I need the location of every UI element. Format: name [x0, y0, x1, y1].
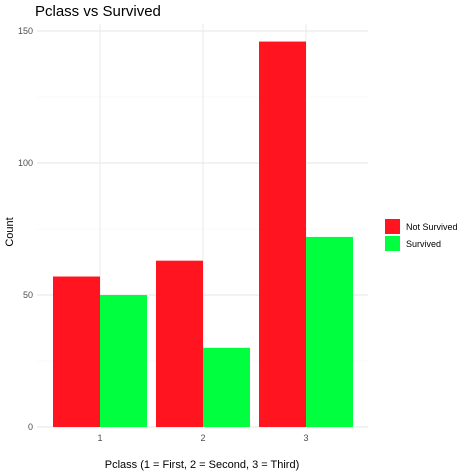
x-axis-ticks: 1 2 3: [97, 433, 308, 443]
y-tick-label: 50: [23, 290, 33, 300]
y-axis-title: Count: [4, 217, 16, 246]
x-axis-title: Pclass (1 = First, 2 = Second, 3 = Third…: [105, 459, 300, 471]
y-axis-ticks: 0 50 100 150: [18, 26, 33, 432]
y-tick-label: 100: [18, 158, 33, 168]
legend-key-not-survived: [385, 219, 400, 234]
bars: [53, 41, 353, 428]
bar-not-survived-pclass-1: [53, 276, 100, 427]
bar-not-survived-pclass-2: [156, 260, 203, 427]
x-tick-label: 2: [200, 433, 205, 443]
bar-survived-pclass-2: [203, 347, 250, 427]
y-tick-label: 0: [28, 422, 33, 432]
legend-key-survived: [385, 236, 400, 251]
x-tick-label: 3: [303, 433, 308, 443]
bar-not-survived-pclass-3: [259, 41, 306, 428]
y-tick-label: 150: [18, 26, 33, 36]
legend-label: Survived: [406, 239, 441, 249]
chart-title: Pclass vs Survived: [35, 3, 161, 20]
x-tick-label: 1: [97, 433, 102, 443]
legend: Not Survived Survived: [385, 219, 458, 251]
bar-survived-pclass-1: [100, 295, 147, 427]
bar-survived-pclass-3: [306, 236, 353, 427]
legend-label: Not Survived: [406, 222, 458, 232]
